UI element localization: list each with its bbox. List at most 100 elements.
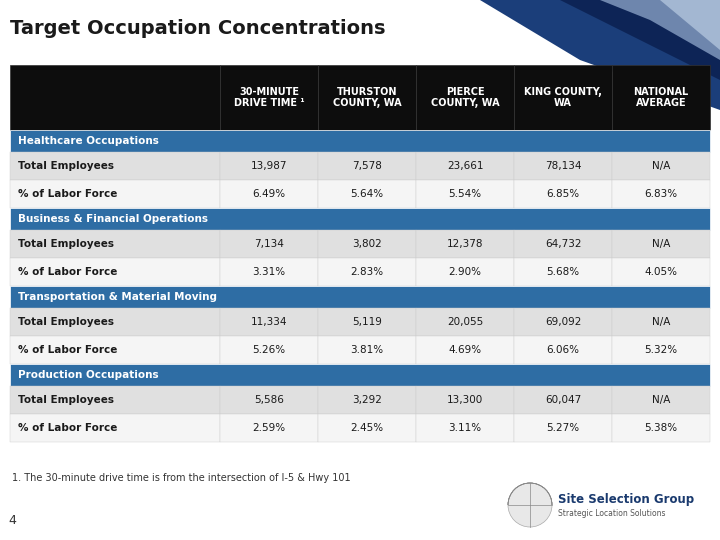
Text: N/A: N/A [652,239,670,249]
Text: 4.69%: 4.69% [449,345,482,355]
Text: Total Employees: Total Employees [18,317,114,327]
Text: 12,378: 12,378 [446,239,483,249]
Bar [220,414,318,442]
Text: Total Employees: Total Employees [18,395,114,405]
Bar [220,152,318,180]
Text: 5.26%: 5.26% [253,345,286,355]
Text: 2.83%: 2.83% [351,267,384,277]
Text: Strategic Location Solutions: Strategic Location Solutions [558,509,665,517]
Text: 23,661: 23,661 [446,161,483,171]
Bar [416,386,514,414]
Bar [416,258,514,286]
Text: N/A: N/A [652,317,670,327]
Bar [318,152,416,180]
Text: 7,134: 7,134 [254,239,284,249]
Text: 78,134: 78,134 [545,161,581,171]
Text: KING COUNTY,
WA: KING COUNTY, WA [524,87,602,109]
Bar [220,336,318,364]
Polygon shape [480,0,720,110]
Bar [318,414,416,442]
Text: NATIONAL
AVERAGE: NATIONAL AVERAGE [634,87,688,109]
Text: 6.85%: 6.85% [546,189,580,199]
Text: Site Selection Group: Site Selection Group [558,492,694,505]
Text: 3.81%: 3.81% [351,345,384,355]
Bar [612,230,710,258]
Bar [10,286,710,308]
Text: Total Employees: Total Employees [18,161,114,171]
Text: 4.05%: 4.05% [644,267,678,277]
Text: 5.38%: 5.38% [644,423,678,433]
Text: % of Labor Force: % of Labor Force [18,423,117,433]
Bar [10,258,220,286]
Text: 11,334: 11,334 [251,317,287,327]
Text: 20,055: 20,055 [447,317,483,327]
Text: Production Occupations: Production Occupations [18,370,158,380]
Bar [612,308,710,336]
Text: 6.06%: 6.06% [546,345,580,355]
Text: 13,987: 13,987 [251,161,287,171]
Bar [514,336,612,364]
Bar [10,386,220,414]
Bar [318,258,416,286]
Bar [612,386,710,414]
Text: Business & Financial Operations: Business & Financial Operations [18,214,208,224]
Bar [10,130,710,152]
Text: N/A: N/A [652,161,670,171]
Bar [514,65,612,130]
Text: Transportation & Material Moving: Transportation & Material Moving [18,292,217,302]
Text: 69,092: 69,092 [545,317,581,327]
Bar [318,386,416,414]
Text: 1. The 30-minute drive time is from the intersection of I-5 & Hwy 101: 1. The 30-minute drive time is from the … [12,473,351,483]
Bar [612,258,710,286]
Bar [612,336,710,364]
Bar [220,386,318,414]
Bar [220,180,318,208]
Text: % of Labor Force: % of Labor Force [18,189,117,199]
Bar [10,180,220,208]
Text: 6.49%: 6.49% [253,189,286,199]
Bar [10,65,220,130]
Text: 30-MINUTE
DRIVE TIME ¹: 30-MINUTE DRIVE TIME ¹ [234,87,305,109]
Bar [514,152,612,180]
Text: 5.64%: 5.64% [351,189,384,199]
Bar [10,308,220,336]
Bar [318,308,416,336]
Text: 5.27%: 5.27% [546,423,580,433]
Bar [10,364,710,386]
Bar [612,65,710,130]
Bar [612,180,710,208]
Text: 3,802: 3,802 [352,239,382,249]
Bar [10,336,220,364]
Bar [10,414,220,442]
Bar [514,308,612,336]
Text: Healthcare Occupations: Healthcare Occupations [18,136,159,146]
Text: % of Labor Force: % of Labor Force [18,345,117,355]
Text: 5,586: 5,586 [254,395,284,405]
Text: % of Labor Force: % of Labor Force [18,267,117,277]
Text: 2.59%: 2.59% [253,423,286,433]
Polygon shape [660,0,720,50]
Bar [10,230,220,258]
Bar [220,65,318,130]
Text: 3,292: 3,292 [352,395,382,405]
Bar [318,65,416,130]
Text: 5,119: 5,119 [352,317,382,327]
Bar [416,336,514,364]
Bar [220,258,318,286]
Bar [416,414,514,442]
Text: 3.11%: 3.11% [449,423,482,433]
Bar [514,230,612,258]
Bar [220,230,318,258]
Text: Total Employees: Total Employees [18,239,114,249]
Bar [318,230,416,258]
Text: 2.45%: 2.45% [351,423,384,433]
Bar [514,180,612,208]
Text: THURSTON
COUNTY, WA: THURSTON COUNTY, WA [333,87,401,109]
Text: 3.31%: 3.31% [253,267,286,277]
Text: 5.68%: 5.68% [546,267,580,277]
Text: 60,047: 60,047 [545,395,581,405]
Bar [416,230,514,258]
Text: N/A: N/A [652,395,670,405]
Circle shape [508,483,552,527]
Polygon shape [560,0,720,80]
